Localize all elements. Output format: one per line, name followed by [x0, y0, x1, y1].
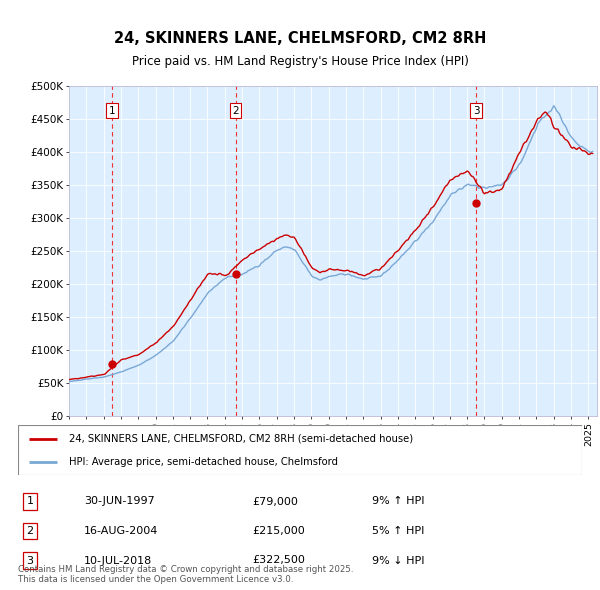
Text: 30-JUN-1997: 30-JUN-1997 — [84, 497, 155, 506]
Text: 2: 2 — [26, 526, 34, 536]
Text: 1: 1 — [26, 497, 34, 506]
Text: 24, SKINNERS LANE, CHELMSFORD, CM2 8RH (semi-detached house): 24, SKINNERS LANE, CHELMSFORD, CM2 8RH (… — [69, 434, 413, 444]
Text: £215,000: £215,000 — [252, 526, 305, 536]
Text: Contains HM Land Registry data © Crown copyright and database right 2025.
This d: Contains HM Land Registry data © Crown c… — [18, 565, 353, 584]
Text: 24, SKINNERS LANE, CHELMSFORD, CM2 8RH: 24, SKINNERS LANE, CHELMSFORD, CM2 8RH — [114, 31, 486, 46]
Text: 9% ↓ HPI: 9% ↓ HPI — [372, 556, 425, 565]
Text: Price paid vs. HM Land Registry's House Price Index (HPI): Price paid vs. HM Land Registry's House … — [131, 55, 469, 68]
Text: 16-AUG-2004: 16-AUG-2004 — [84, 526, 158, 536]
Text: 5% ↑ HPI: 5% ↑ HPI — [372, 526, 424, 536]
Text: 2: 2 — [232, 106, 239, 116]
FancyBboxPatch shape — [18, 425, 582, 475]
Text: 9% ↑ HPI: 9% ↑ HPI — [372, 497, 425, 506]
Text: £79,000: £79,000 — [252, 497, 298, 506]
Text: 10-JUL-2018: 10-JUL-2018 — [84, 556, 152, 565]
Text: HPI: Average price, semi-detached house, Chelmsford: HPI: Average price, semi-detached house,… — [69, 457, 338, 467]
Text: 3: 3 — [26, 556, 34, 565]
Text: 3: 3 — [473, 106, 479, 116]
Text: 1: 1 — [109, 106, 116, 116]
Text: £322,500: £322,500 — [252, 556, 305, 565]
